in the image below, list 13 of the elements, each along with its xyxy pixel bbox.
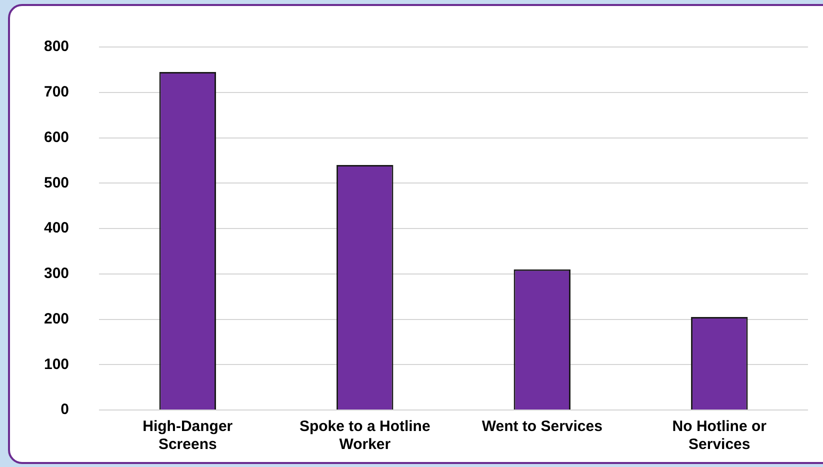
- y-tick-label: 600: [44, 128, 70, 146]
- x-tick-label: No Hotline or Services: [672, 418, 767, 454]
- y-tick-label: 500: [44, 174, 70, 192]
- x-tick-label: High-Danger Screens: [142, 418, 233, 454]
- y-tick-label: 100: [44, 356, 70, 373]
- y-tick-label: 200: [44, 310, 70, 328]
- x-tick-label: Went to Services: [482, 418, 602, 436]
- y-tick-label: 0: [60, 401, 70, 418]
- y-tick-label: 800: [44, 38, 70, 56]
- y-tick-label: 700: [44, 84, 70, 101]
- y-tick-label: 300: [44, 265, 70, 282]
- y-tick-label: 400: [44, 220, 70, 237]
- x-tick-label: Spoke to a Hotline Worker: [299, 418, 430, 454]
